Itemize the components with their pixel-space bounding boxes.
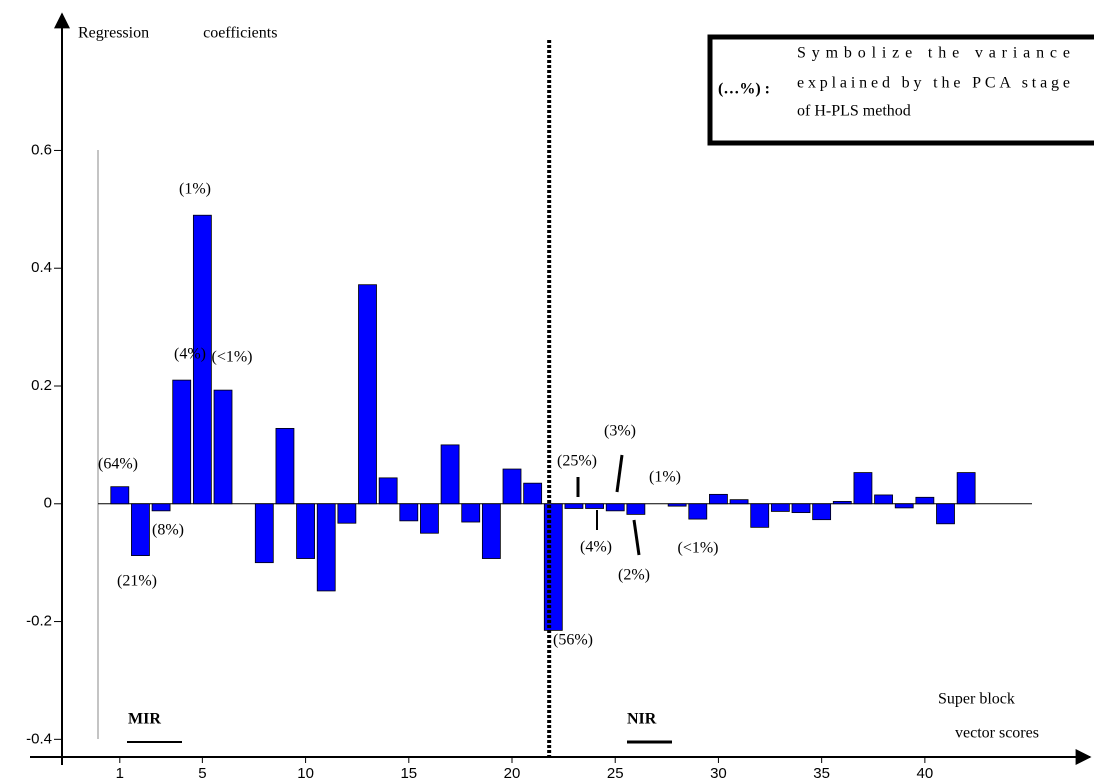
note-symbol: (…%) : xyxy=(718,81,770,98)
bar xyxy=(481,503,501,559)
y-tick-label: 0.2 xyxy=(31,377,52,394)
bar xyxy=(688,503,708,520)
annotation: (21%) xyxy=(117,573,157,590)
bar xyxy=(832,501,852,505)
bar xyxy=(894,503,914,509)
x-tick-label: 1 xyxy=(116,765,124,782)
bar xyxy=(151,503,171,512)
bar xyxy=(791,503,811,514)
y-tick-label: 0.4 xyxy=(31,259,52,276)
bar xyxy=(853,472,873,505)
y-tick-label: -0.4 xyxy=(26,730,52,747)
bar xyxy=(709,493,728,505)
note-box xyxy=(707,34,1094,146)
annotation: (25%) xyxy=(557,453,597,470)
annotation: (1%) xyxy=(179,181,211,198)
y-tick-label: -0.2 xyxy=(26,613,52,630)
x-tick-label: 30 xyxy=(710,765,727,782)
y-tick-label: 0 xyxy=(44,495,52,512)
bar xyxy=(543,503,563,631)
bar xyxy=(172,379,192,505)
annotation: (2%) xyxy=(618,567,650,584)
bar xyxy=(461,503,481,523)
region-label: NIR xyxy=(627,711,657,728)
bar xyxy=(812,503,832,521)
bar xyxy=(316,503,336,592)
bar xyxy=(399,503,419,522)
x-tick-label: 35 xyxy=(813,765,830,782)
leader xyxy=(632,519,641,556)
leader xyxy=(615,454,624,493)
bar xyxy=(275,427,295,505)
x-axis-title: vector scores xyxy=(955,725,1039,742)
x-axis-title: Super block xyxy=(938,691,1015,708)
annotation: (1%) xyxy=(649,469,681,486)
annotation: (<1%) xyxy=(677,540,718,557)
bar xyxy=(110,486,130,505)
bar xyxy=(440,444,460,505)
annotation: (56%) xyxy=(553,632,593,649)
bar xyxy=(874,494,893,505)
y-tick-label: 0.6 xyxy=(31,141,52,158)
annotation: (4%) xyxy=(580,539,612,556)
annotation: (4%) xyxy=(174,346,206,363)
bar xyxy=(254,503,274,564)
bar xyxy=(213,389,233,505)
bar xyxy=(378,477,398,505)
bar xyxy=(502,468,522,505)
bar xyxy=(564,503,584,509)
x-tick-label: 25 xyxy=(607,765,624,782)
bar xyxy=(296,503,315,559)
note-text: explained by the PCA stage xyxy=(797,75,1070,92)
bar xyxy=(523,482,543,505)
note-text: of H-PLS method xyxy=(797,103,911,120)
bar xyxy=(956,472,976,505)
bar xyxy=(729,499,749,505)
annotation: (8%) xyxy=(152,522,184,539)
bar xyxy=(626,503,646,515)
bar xyxy=(667,503,687,507)
annotation: (3%) xyxy=(604,423,636,440)
bar xyxy=(936,503,955,525)
annotation: (64%) xyxy=(98,456,138,473)
x-tick-label: 10 xyxy=(297,765,314,782)
bar xyxy=(770,503,790,512)
bar xyxy=(358,284,377,505)
x-tick-label: 20 xyxy=(504,765,521,782)
bar xyxy=(605,503,625,512)
x-tick-label: 40 xyxy=(917,765,934,782)
region-label: MIR xyxy=(128,711,161,728)
x-tick-label: 5 xyxy=(198,765,206,782)
bar xyxy=(192,214,212,505)
bar xyxy=(420,503,439,534)
y-axis-title: Regression coefficients xyxy=(78,25,277,42)
x-tick-label: 15 xyxy=(400,765,417,782)
bar xyxy=(585,503,604,509)
bar xyxy=(131,503,150,556)
bar xyxy=(915,496,935,505)
annotation: (<1%) xyxy=(211,349,252,366)
bar xyxy=(750,503,770,528)
bar xyxy=(337,503,357,524)
